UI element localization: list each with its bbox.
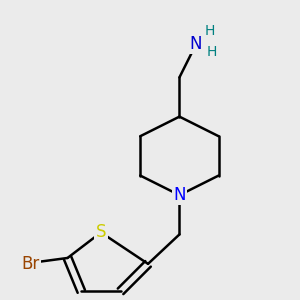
Text: H: H xyxy=(205,24,215,38)
Text: S: S xyxy=(96,224,106,242)
Text: N: N xyxy=(189,35,201,53)
Text: N: N xyxy=(173,186,186,204)
Text: H: H xyxy=(206,45,217,59)
Text: Br: Br xyxy=(21,255,39,273)
